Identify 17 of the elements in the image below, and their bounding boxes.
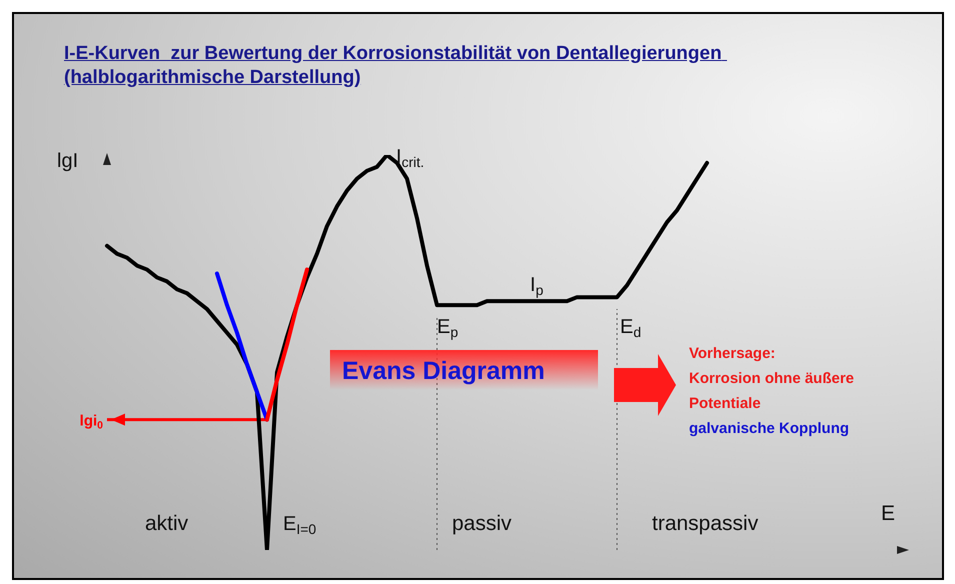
annotation: Evans Diagramm [342, 357, 545, 385]
chart-title: I-E-Kurven zur Bewertung der Korrosionstabilität von Dentallegierungen (halblogarithmische Darstellung) [64, 42, 723, 90]
annotation: I$_{p}$ [530, 274, 544, 298]
annotation: Vorhersage: [689, 345, 776, 362]
annotation: transpassiv [652, 512, 759, 535]
y-axis-title: lgI [57, 150, 78, 172]
annotation: E$_{p}$ [437, 316, 458, 340]
annotation: aktiv [145, 512, 189, 535]
annotation: passiv [452, 512, 512, 535]
annotation: Korrosion ohne äußere [689, 370, 854, 387]
annotation: E$_{I=0}$ [283, 513, 316, 537]
annotation: Potentiale [689, 395, 761, 412]
annotation: I$_{crit.}$ [396, 146, 424, 170]
annotation: galvanische Kopplung [689, 420, 850, 437]
ref-line-label: lgi$_{0}$ [80, 412, 104, 432]
x-axis-title: E [881, 502, 896, 525]
annotation: E$_{d}$ [620, 316, 642, 340]
